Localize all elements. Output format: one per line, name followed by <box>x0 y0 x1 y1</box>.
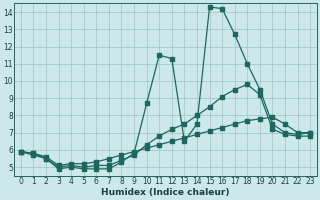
X-axis label: Humidex (Indice chaleur): Humidex (Indice chaleur) <box>101 188 230 197</box>
